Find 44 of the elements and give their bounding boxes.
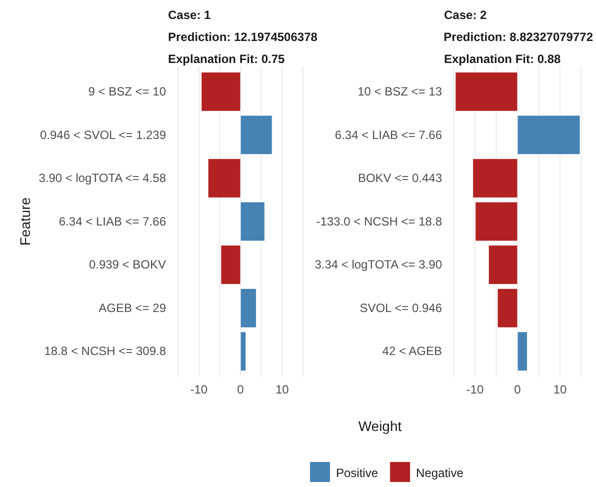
bar [475,202,518,242]
bar [488,245,518,285]
x-tick-label: 0 [514,382,522,397]
annotation: Explanation Fit: 0.88 [444,52,562,66]
bar [240,332,246,372]
y-tick-label: 3.34 < logTOTA <= 3.90 [314,258,442,272]
legend-label: Negative [416,466,464,480]
x-tick-label: -10 [190,382,208,397]
y-tick-label: 18.8 < NCSH <= 309.8 [44,344,166,358]
annotation: Explanation Fit: 0.75 [168,52,286,66]
y-tick-label: 3.90 < logTOTA <= 4.58 [38,171,166,186]
x-tick-label: 0 [237,382,244,397]
bar [472,158,518,198]
x-tick-label: 10 [275,382,290,397]
y-tick-label: 6.34 < LIAB <= 7.66 [58,214,166,228]
y-tick-label: SVOL <= 0.946 [360,300,442,315]
x-tick-label: 10 [553,382,568,397]
chart-subtitle: Prediction: 12.1974506378 [168,30,318,44]
y-tick-label: BOKV <= 0.443 [358,171,442,186]
y-axis-title: Feature [17,197,33,246]
bar [240,115,272,155]
bar [208,158,241,198]
y-tick-label: 10 < BSZ <= 13 [358,84,442,98]
y-tick-label: 6.34 < LIAB <= 7.66 [334,128,442,142]
y-tick-label: 9 < BSZ <= 10 [88,84,166,98]
bar [240,288,257,328]
bar [517,115,580,155]
x-tick-label: -10 [466,382,484,397]
bar [455,72,518,112]
legend-label: Positive [336,466,378,480]
x-axis-title: Weight [358,418,402,434]
y-tick-label: 42 < AGEB [382,344,442,358]
y-tick-label: AGEB <= 29 [98,300,166,315]
y-tick-label: 0.939 < BOKV [88,258,166,272]
y-tick-label: -133.0 < NCSH <= 18.8 [316,214,442,228]
y-tick-label: 0.946 < SVOL <= 1.239 [40,128,166,142]
bar [240,202,265,242]
chart-title: Case: 2 [444,8,488,22]
bar [220,245,241,285]
bar [201,72,241,112]
chart-title: Case: 1 [168,8,212,22]
bar [517,332,528,372]
chart-subtitle: Prediction: 8.82327079772 [444,30,594,44]
bar [497,288,518,328]
